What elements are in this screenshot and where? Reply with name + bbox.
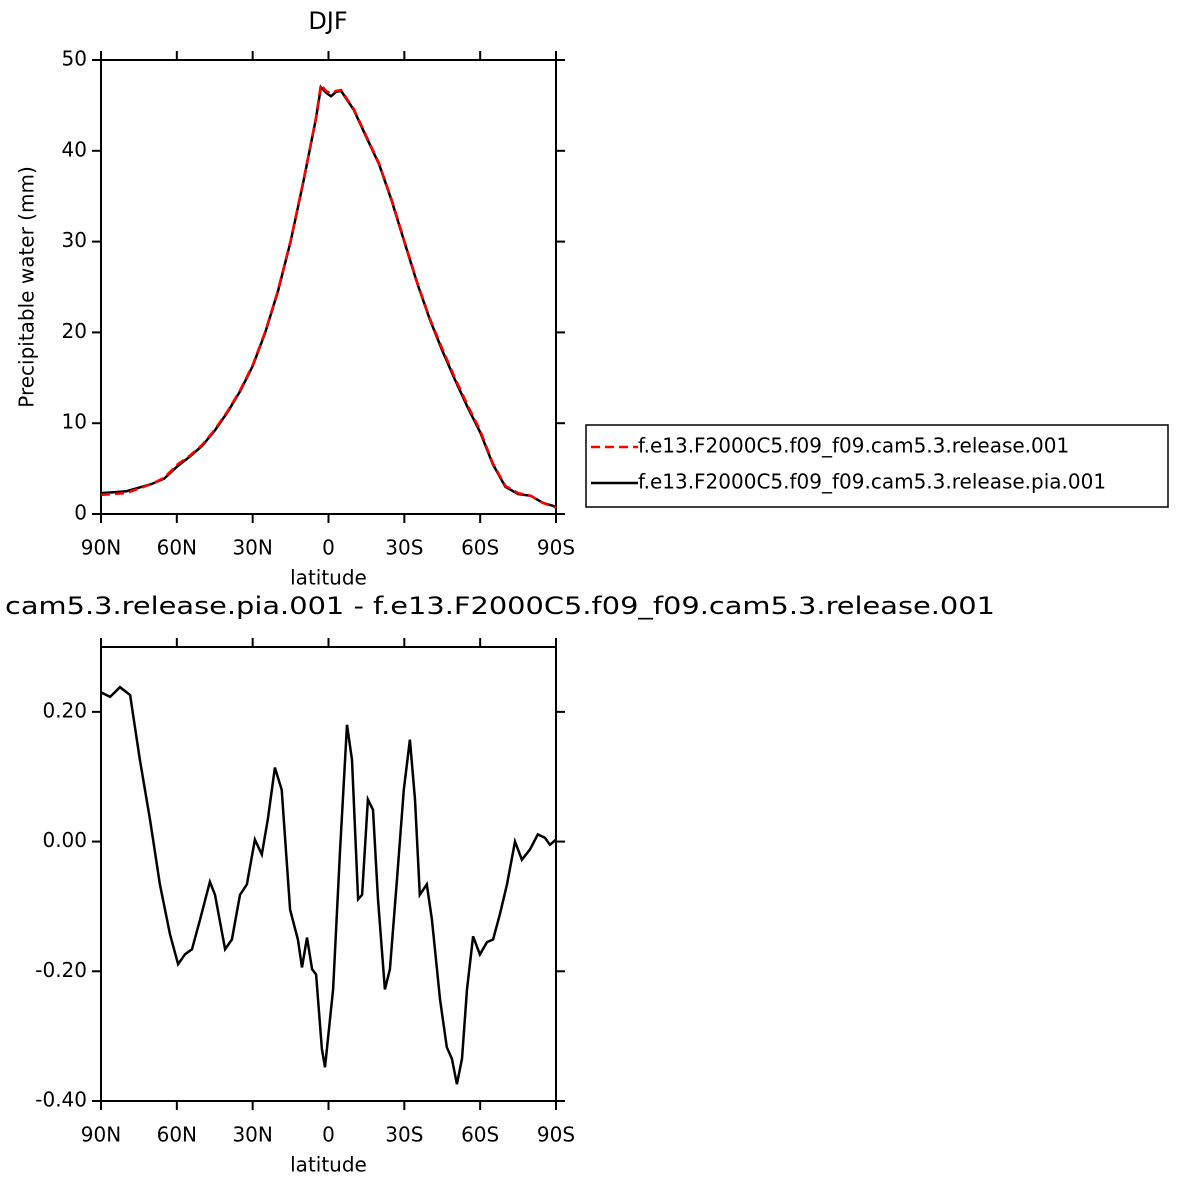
- legend-label: f.e13.F2000C5.f09_f09.cam5.3.release.001: [638, 434, 1069, 458]
- x-axis-label: latitude: [290, 566, 367, 590]
- legend-label: f.e13.F2000C5.f09_f09.cam5.3.release.pia…: [638, 470, 1106, 494]
- data-line: [100, 84, 557, 508]
- y-tick-label: 0.20: [42, 698, 87, 722]
- chart-title: cam5.3.release.pia.001 - f.e13.F2000C5.f…: [5, 592, 995, 620]
- y-tick-label: 50: [62, 47, 87, 71]
- x-tick-label: 60N: [157, 1123, 197, 1147]
- x-tick-label: 0: [322, 1123, 335, 1147]
- x-tick-label: 30S: [385, 1123, 423, 1147]
- x-tick-label: 30S: [385, 536, 423, 560]
- x-tick-label: 0: [322, 536, 335, 560]
- y-tick-label: 20: [62, 319, 87, 343]
- y-tick-label: 0.00: [42, 828, 87, 852]
- x-tick-label: 90N: [81, 536, 121, 560]
- x-tick-label: 30N: [232, 1123, 272, 1147]
- chart-title: DJF: [308, 7, 347, 35]
- data-line: [100, 685, 557, 1085]
- y-tick-label: -0.40: [35, 1088, 87, 1112]
- y-tick-label: 40: [62, 137, 87, 161]
- x-tick-label: 90S: [537, 536, 575, 560]
- x-tick-label: 60S: [461, 1123, 499, 1147]
- legend-box: [585, 424, 1169, 508]
- y-tick-label: 0: [74, 501, 87, 525]
- y-tick-label: 10: [62, 410, 87, 434]
- y-tick-label: -0.20: [35, 958, 87, 982]
- x-tick-label: 60S: [461, 536, 499, 560]
- x-tick-label: 90S: [537, 1123, 575, 1147]
- plot-frame: [100, 59, 557, 515]
- x-tick-label: 30N: [232, 536, 272, 560]
- x-tick-label: 90N: [81, 1123, 121, 1147]
- x-axis-label: latitude: [290, 1153, 367, 1177]
- y-tick-label: 30: [62, 228, 87, 252]
- plot-frame: [100, 646, 557, 1102]
- data-line: [100, 81, 557, 509]
- y-axis-label: Precipitable water (mm): [15, 166, 39, 408]
- x-tick-label: 60N: [157, 536, 197, 560]
